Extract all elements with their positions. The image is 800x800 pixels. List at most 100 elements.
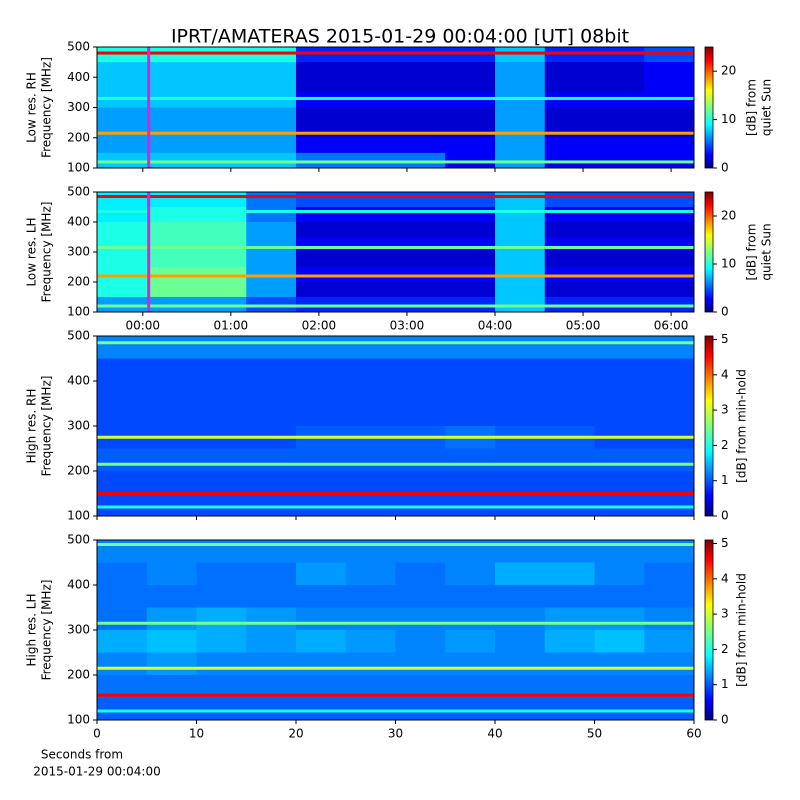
heatmap-cell xyxy=(97,358,148,382)
heatmap-cell xyxy=(97,207,148,223)
heatmap-cell xyxy=(296,471,347,494)
y-tick-label: 500 xyxy=(67,533,90,547)
heatmap-cell xyxy=(644,403,695,427)
heatmap-cell xyxy=(395,381,446,404)
heatmap-cell xyxy=(97,47,148,63)
heatmap-cell xyxy=(196,252,247,268)
heatmap-cell xyxy=(296,222,347,238)
heatmap-cell xyxy=(345,222,396,238)
heatmap-cell xyxy=(296,47,347,63)
y-axis-label: Low res. RH xyxy=(25,72,39,143)
y-tick-label: 100 xyxy=(67,713,90,727)
band-line xyxy=(97,51,694,55)
heatmap-cell xyxy=(644,675,695,698)
heatmap-cell xyxy=(296,585,347,608)
heatmap-cell xyxy=(594,381,645,404)
heatmap-cell xyxy=(594,336,645,359)
y-tick-label: 400 xyxy=(67,374,90,388)
heatmap-cell xyxy=(246,403,297,427)
y-axis-label: High res. LH xyxy=(25,593,39,666)
heatmap-cell xyxy=(246,122,297,139)
heatmap-cell xyxy=(196,448,247,472)
heatmap-cell xyxy=(296,207,347,223)
heatmap-cell xyxy=(345,77,396,93)
heatmap-cell xyxy=(146,585,197,608)
x-tick-label: 20 xyxy=(288,727,303,741)
heatmap-cell xyxy=(544,630,595,653)
y-tick-label: 100 xyxy=(67,305,90,319)
x-tick-label: 01:00 xyxy=(214,319,249,333)
heatmap-cell xyxy=(296,107,347,124)
y-axis-label: Low res. LH xyxy=(25,217,39,286)
heatmap-cell xyxy=(594,652,645,676)
x-tick-label: 40 xyxy=(487,727,502,741)
heatmap-cell xyxy=(544,336,595,359)
heatmap-cell xyxy=(544,675,595,698)
heatmap-cell xyxy=(246,697,297,721)
heatmap-cell xyxy=(495,630,546,653)
heatmap-cell xyxy=(644,237,695,253)
heatmap-cell xyxy=(644,562,695,586)
heatmap-cell xyxy=(246,137,297,154)
heatmap-cell xyxy=(97,122,148,139)
y-tick-label: 400 xyxy=(67,215,90,229)
band-line xyxy=(97,131,694,135)
heatmap-cell xyxy=(644,585,695,608)
y-axis-label: Frequency [MHz] xyxy=(40,376,54,477)
heatmap-cell xyxy=(345,336,396,359)
colorbar-tick-label: 2 xyxy=(721,438,729,452)
x-tick-label: 50 xyxy=(587,727,602,741)
heatmap-cell xyxy=(395,607,446,631)
heatmap-cell xyxy=(97,282,148,298)
band-line xyxy=(97,709,694,713)
heatmap-cell xyxy=(296,237,347,253)
heatmap-cell xyxy=(146,62,197,78)
band-line xyxy=(97,210,694,213)
heatmap-cell xyxy=(296,630,347,653)
heatmap-cell xyxy=(345,630,396,653)
heatmap-cell xyxy=(345,358,396,382)
heatmap-cell xyxy=(296,77,347,93)
heatmap-cell xyxy=(544,493,595,517)
heatmap-cell xyxy=(495,222,546,238)
heatmap-cell xyxy=(97,77,148,93)
heatmap-cell xyxy=(246,652,297,676)
heatmap-cell xyxy=(146,336,197,359)
heatmap-cell xyxy=(345,675,396,698)
heatmap-cell xyxy=(97,252,148,268)
heatmap-cell xyxy=(246,207,297,223)
heatmap-cell xyxy=(345,562,396,586)
title: IPRT/AMATERAS 2015-01-29 00:04:00 [UT] 0… xyxy=(171,26,629,48)
heatmap-cell xyxy=(246,381,297,404)
y-tick-label: 500 xyxy=(67,185,90,199)
heatmap-cell xyxy=(345,652,396,676)
band-line xyxy=(97,543,694,546)
heatmap-cell xyxy=(246,585,297,608)
y-tick-label: 200 xyxy=(67,275,90,289)
heatmap-cell xyxy=(395,282,446,298)
heatmap-cell xyxy=(544,137,595,154)
heatmap-cell xyxy=(544,77,595,93)
heatmap-cell xyxy=(345,192,396,208)
heatmap-cell xyxy=(445,358,496,382)
heatmap-cell xyxy=(345,47,396,63)
heatmap-cell xyxy=(395,562,446,586)
heatmap-cell xyxy=(296,62,347,78)
heatmap-cell xyxy=(495,381,546,404)
heatmap-cell xyxy=(495,493,546,517)
heatmap-cell xyxy=(544,107,595,124)
heatmap-cell xyxy=(544,697,595,721)
heatmap-cell xyxy=(445,562,496,586)
heatmap-cell xyxy=(146,122,197,139)
heatmap-cell xyxy=(594,585,645,608)
heatmap-cell xyxy=(395,652,446,676)
heatmap-cell xyxy=(146,493,197,517)
heatmap-cell xyxy=(395,62,446,78)
heatmap-cell xyxy=(594,562,645,586)
heatmap-cell xyxy=(246,92,297,108)
heatmap-cell xyxy=(495,403,546,427)
heatmap-cell xyxy=(146,252,197,268)
heatmap-cell xyxy=(644,607,695,631)
heatmap-cell xyxy=(146,358,197,382)
